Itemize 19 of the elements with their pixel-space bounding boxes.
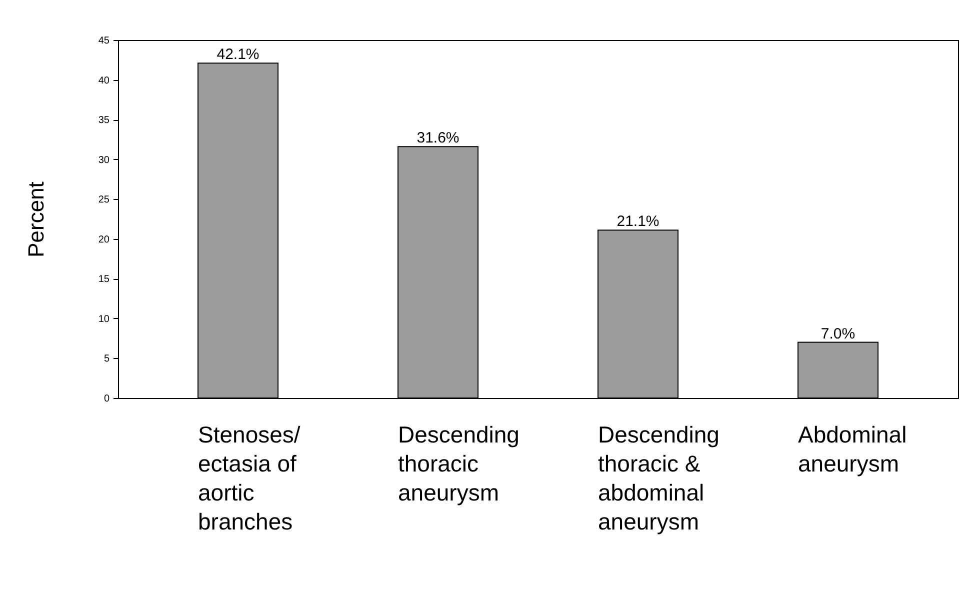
x-tick-label: Abdominal aneurysm (798, 422, 907, 476)
y-axis-title: Percent (23, 182, 48, 258)
y-tick-label: 40 (98, 75, 110, 86)
y-tick-label: 10 (98, 314, 110, 325)
y-tick-label: 25 (98, 194, 110, 206)
data-label: 31.6% (416, 130, 460, 147)
y-tick-label: 45 (98, 36, 110, 46)
data-label: 21.1% (616, 213, 660, 230)
data-label: 42.1% (216, 46, 260, 64)
y-tick-label: 0 (104, 394, 110, 404)
y-tick-label: 20 (98, 234, 110, 246)
data-label: 7.0% (820, 325, 856, 342)
x-tick-label: Stenoses/ ectasia of aortic branches (198, 422, 301, 534)
x-tick-label: Descending thoracic & abdominal aneurysm (598, 422, 720, 534)
y-tick-label: 15 (98, 274, 110, 286)
y-tick-label: 30 (98, 154, 110, 166)
y-tick-label: 35 (98, 115, 110, 126)
x-tick-label: Descending thoracic aneurysm (398, 422, 520, 506)
y-tick-label: 5 (104, 354, 110, 365)
